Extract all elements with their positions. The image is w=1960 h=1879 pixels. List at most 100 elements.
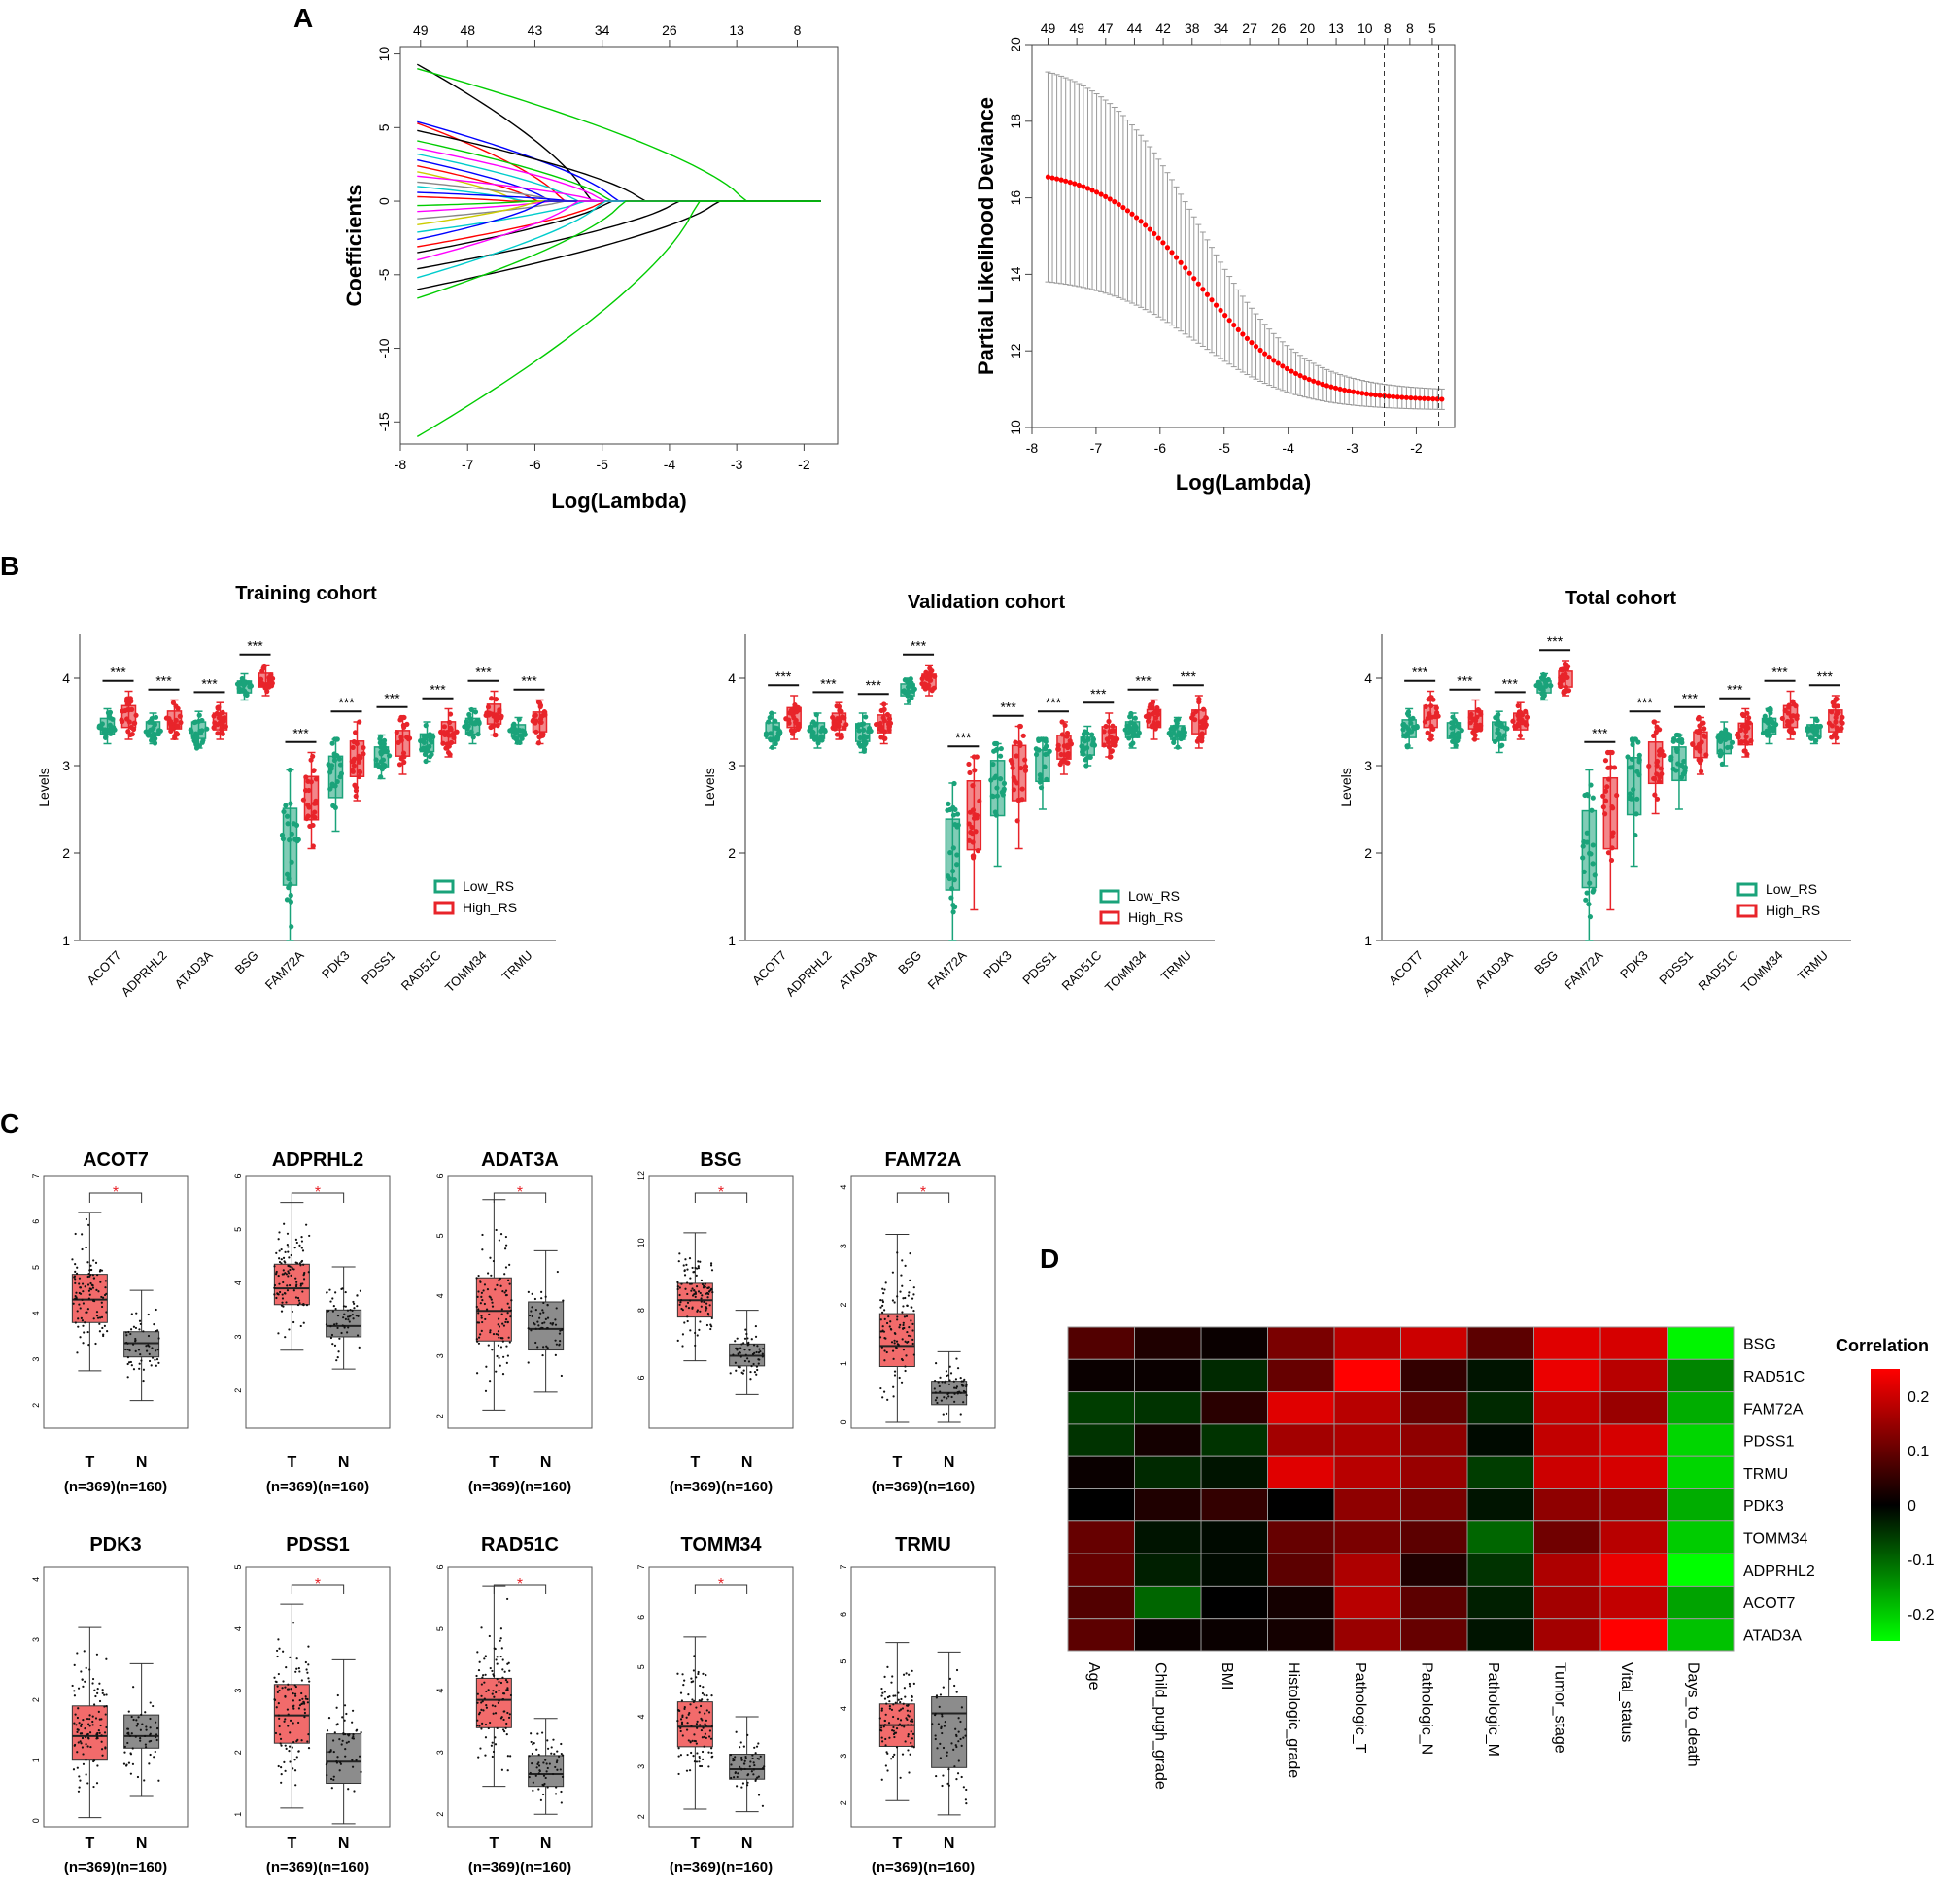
b-point [951, 780, 957, 787]
c-point [531, 1315, 533, 1317]
c-point [80, 1742, 83, 1745]
a-right-top-label: 44 [1127, 20, 1143, 36]
b-point [966, 761, 972, 768]
c-point [286, 1244, 289, 1247]
c-point [497, 1317, 500, 1320]
c-point [947, 1768, 950, 1771]
c-point [707, 1314, 710, 1316]
c-point [706, 1698, 709, 1701]
b-point [378, 774, 384, 780]
c-point [275, 1251, 278, 1254]
b-point [1433, 705, 1439, 711]
c-point [496, 1662, 499, 1665]
c-point [298, 1302, 301, 1305]
c-point [96, 1764, 99, 1767]
b-point [1590, 795, 1596, 801]
b-point [988, 777, 994, 783]
c-point [545, 1345, 548, 1348]
b-point [168, 718, 174, 725]
c-point [891, 1299, 895, 1302]
b-point [1516, 714, 1522, 720]
a-right-mean-point [1164, 245, 1171, 251]
d-heatmap-cell [1200, 1391, 1268, 1425]
c-point [935, 1696, 938, 1699]
c-point [730, 1763, 733, 1766]
b-point [1786, 702, 1792, 708]
c-point [686, 1722, 689, 1725]
b-point [857, 742, 864, 748]
b-point [966, 821, 972, 827]
b-point [468, 706, 474, 713]
b-point [1057, 761, 1063, 768]
d-heatmap-cell [1599, 1520, 1668, 1554]
c-point [342, 1316, 345, 1319]
c-point [902, 1349, 906, 1351]
c-point [697, 1670, 700, 1674]
c-group-count: (n=160) [116, 1479, 167, 1495]
b-point [216, 704, 222, 710]
c-point [81, 1736, 85, 1740]
c-point [892, 1694, 895, 1697]
c-plot-frame [245, 1175, 391, 1429]
c-point [287, 1246, 290, 1248]
c-y-tick-label: 3 [636, 1764, 646, 1769]
c-point [479, 1333, 482, 1336]
c-point [292, 1767, 294, 1770]
c-point [287, 1250, 290, 1253]
a-right-mean-point [1045, 174, 1051, 180]
c-point [355, 1759, 358, 1762]
b-point [1428, 733, 1434, 738]
c-point [74, 1281, 77, 1284]
c-point [277, 1238, 280, 1241]
c-point [100, 1740, 103, 1743]
b-point [1081, 732, 1087, 737]
c-point [894, 1701, 897, 1704]
b-point [1129, 729, 1135, 735]
c-point [81, 1746, 85, 1749]
c-y-tick-label: 5 [839, 1659, 848, 1664]
c-point [898, 1376, 901, 1380]
c-point [683, 1269, 686, 1272]
b-point [289, 924, 294, 930]
c-point [288, 1283, 292, 1287]
c-point [505, 1361, 508, 1365]
c-point [275, 1649, 279, 1653]
c-group-label: N [540, 1835, 552, 1852]
c-point [148, 1359, 152, 1363]
c-point [895, 1727, 899, 1730]
c-point [901, 1259, 904, 1262]
b-point [950, 909, 956, 915]
c-point [559, 1768, 562, 1771]
b-point [108, 731, 114, 736]
c-point [742, 1342, 745, 1345]
c-point [124, 1348, 127, 1351]
d-heatmap-cell [1333, 1488, 1401, 1522]
b-point [1401, 733, 1407, 738]
b-point [204, 726, 210, 732]
c-point [935, 1362, 938, 1365]
c-point [965, 1788, 968, 1792]
b-point [199, 739, 205, 745]
d-heatmap-cell [1200, 1488, 1268, 1522]
c-point [82, 1719, 85, 1722]
c-point [941, 1731, 944, 1735]
b-point [1422, 719, 1428, 725]
d-row-label: FAM72A [1743, 1401, 1804, 1418]
b-point [422, 751, 429, 758]
c-point [691, 1287, 694, 1290]
b-point [881, 718, 887, 724]
d-heatmap-cell [1533, 1520, 1601, 1554]
a-right-mean-point [1403, 394, 1409, 400]
a-right-mean-point [1120, 204, 1126, 211]
c-point [677, 1747, 680, 1750]
b-point [1610, 830, 1616, 836]
c-point [76, 1716, 80, 1720]
b-point [1014, 818, 1020, 824]
c-point [136, 1775, 140, 1779]
b-point [513, 727, 519, 734]
c-point [127, 1361, 131, 1364]
d-heatmap-cell [1067, 1585, 1135, 1620]
c-point [284, 1250, 287, 1253]
c-point [506, 1320, 509, 1323]
c-point [128, 1734, 132, 1737]
